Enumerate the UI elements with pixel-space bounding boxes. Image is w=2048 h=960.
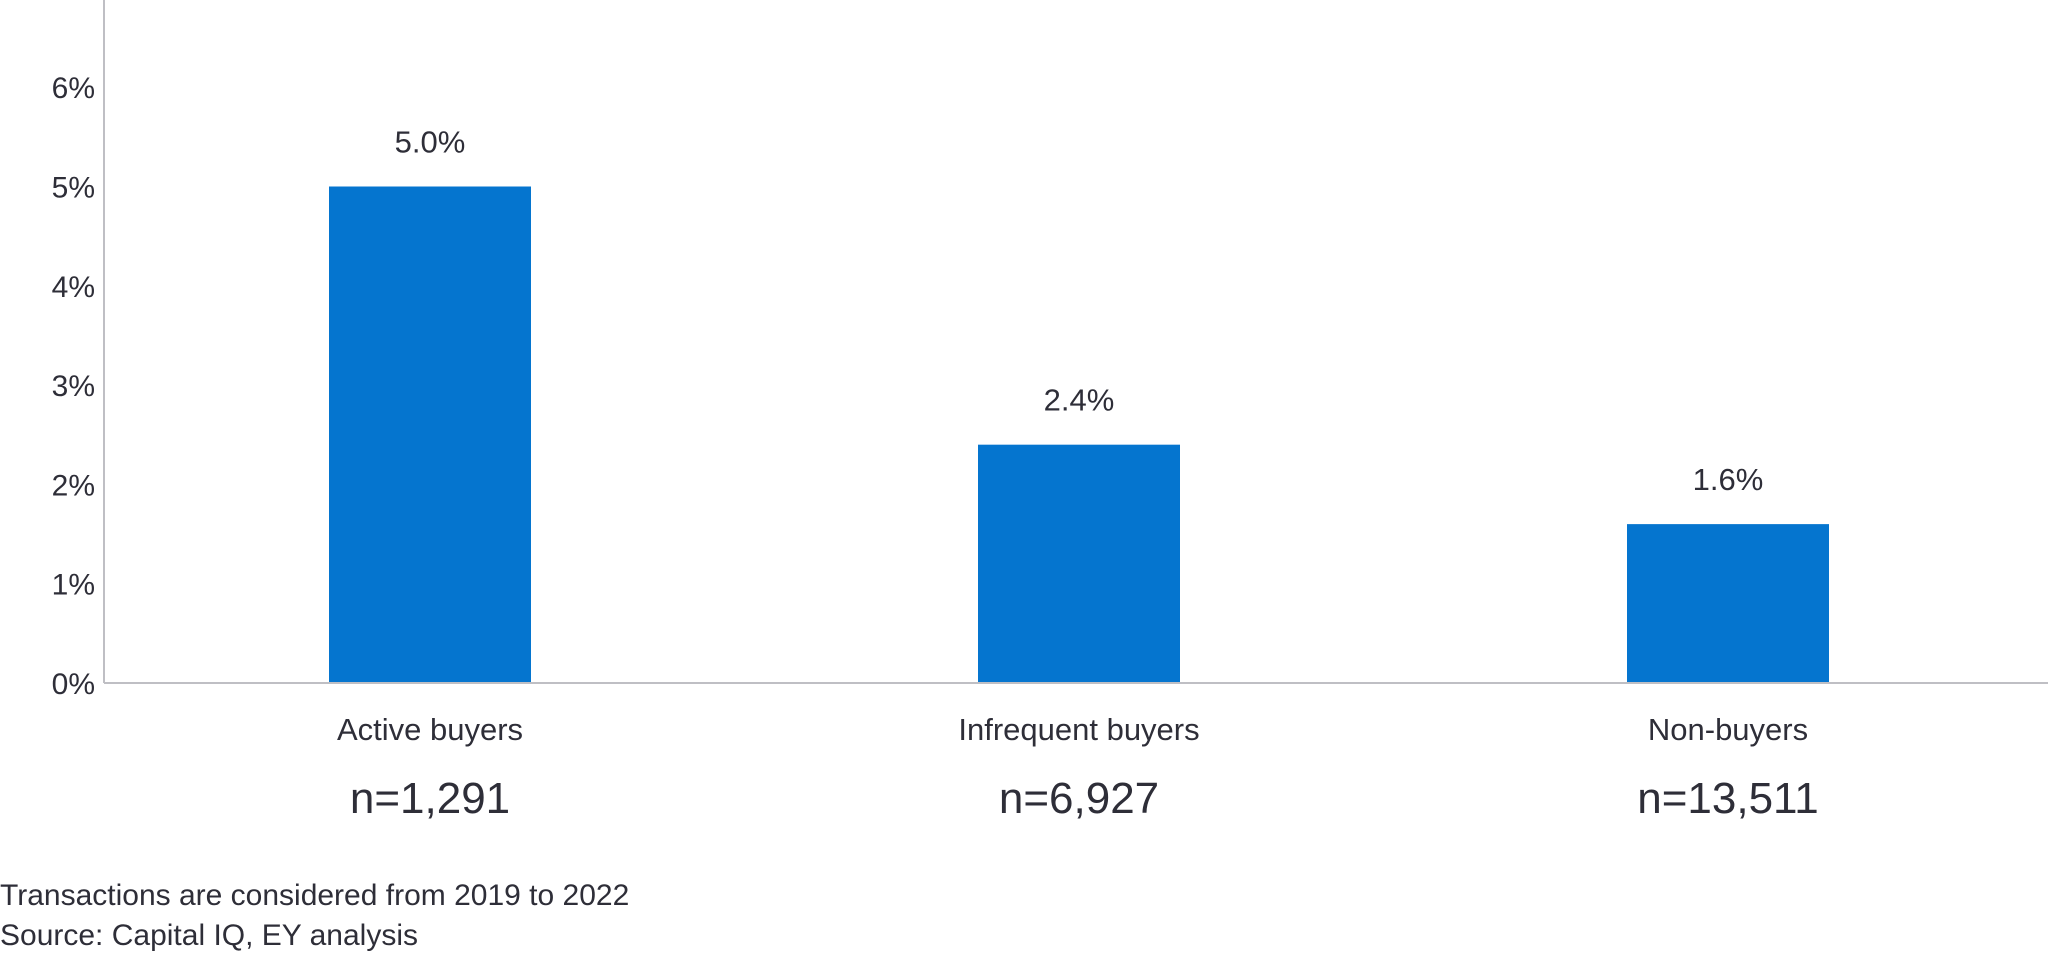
footnotes: Transactions are considered from 2019 to… — [0, 876, 2048, 956]
y-tick-label: 5% — [52, 172, 95, 205]
y-tick-label: 4% — [52, 271, 95, 304]
bar-chart: 0% 1% 2% 3% 4% 5% 6% 5.0% 2.4% 1.6% Active buyer… — [52, 0, 2048, 823]
bar-infrequent-buyers — [978, 444, 1180, 683]
sample-size-label: n=6,927 — [999, 774, 1159, 823]
y-axis-ticks: 0% 1% 2% 3% 4% 5% 6% — [52, 72, 95, 701]
category-label: Active buyers — [337, 712, 523, 747]
category-label: Non-buyers — [1648, 712, 1808, 747]
sample-size-labels: n=1,291 n=6,927 n=13,511 — [350, 774, 1819, 823]
data-label: 5.0% — [395, 125, 466, 160]
bar-active-buyers — [329, 186, 531, 683]
category-labels: Active buyers Infrequent buyers Non-buyers — [337, 712, 1808, 747]
data-label: 2.4% — [1044, 383, 1115, 418]
y-tick-label: 6% — [52, 72, 95, 105]
sample-size-label: n=1,291 — [350, 774, 510, 823]
y-tick-label: 3% — [52, 370, 95, 403]
data-labels: 5.0% 2.4% 1.6% — [395, 125, 1764, 498]
y-tick-label: 1% — [52, 569, 95, 602]
category-label: Infrequent buyers — [958, 712, 1199, 747]
bar-non-buyers — [1627, 524, 1829, 683]
y-tick-label: 0% — [52, 668, 95, 701]
y-tick-label: 2% — [52, 469, 95, 502]
bars — [329, 186, 1829, 683]
footnote-source: Source: Capital IQ, EY analysis — [0, 919, 418, 952]
footnote-period: Transactions are considered from 2019 to… — [0, 879, 630, 912]
sample-size-label: n=13,511 — [1637, 774, 1818, 823]
data-label: 1.6% — [1693, 462, 1764, 497]
